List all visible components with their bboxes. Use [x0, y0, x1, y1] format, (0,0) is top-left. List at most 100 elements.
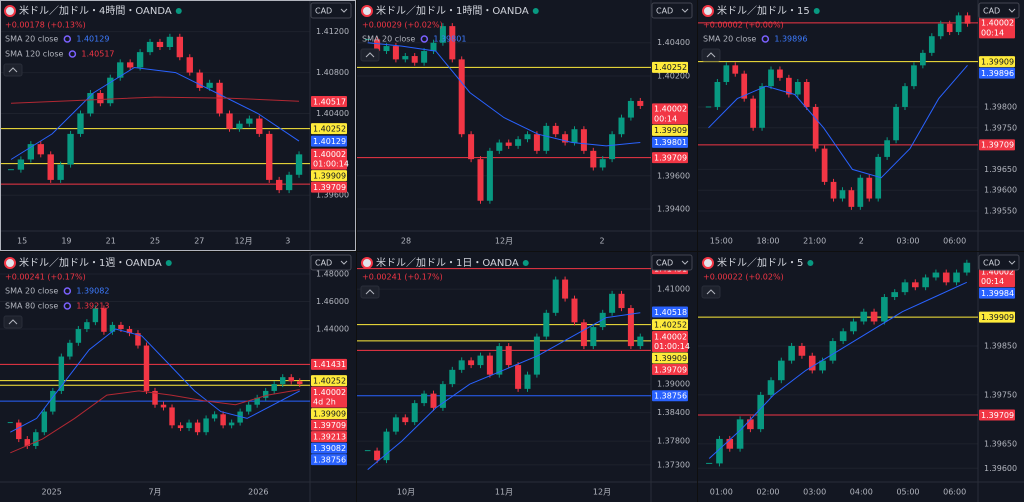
price-tag [979, 56, 1015, 68]
candle [97, 93, 104, 104]
symbol-title: 米ドル／加ドル・1週・OANDA [19, 256, 162, 269]
price-tag-label: 1.38756 [313, 455, 346, 464]
currency-selector[interactable]: CAD [651, 2, 693, 19]
time-label: 01:00 [710, 488, 733, 497]
currency-selector[interactable]: CAD [651, 254, 693, 271]
candle [848, 190, 855, 207]
button-box [360, 285, 380, 299]
candle [411, 403, 418, 423]
chevron-icon [706, 289, 716, 295]
indicator-name: SMA 20 close [362, 35, 415, 44]
indicator-settings-icon[interactable] [63, 287, 72, 295]
candle [430, 393, 437, 408]
price-tag [979, 139, 1015, 151]
candle [515, 365, 522, 389]
candle [288, 377, 294, 382]
indicator-settings-icon[interactable] [63, 35, 72, 43]
collapse-indicators-button[interactable] [360, 48, 380, 62]
candle [618, 117, 625, 135]
price-tick-label: 1.39600 [984, 464, 1017, 473]
candle [107, 77, 114, 104]
collapse-indicators-button[interactable] [701, 285, 721, 299]
price-tick-label: 1.39750 [984, 390, 1017, 399]
price-tick-label: 1.39600 [984, 186, 1017, 195]
candle [57, 164, 64, 180]
candle [812, 106, 819, 149]
collapse-indicators-button[interactable] [3, 315, 23, 329]
collapse-indicators-button[interactable] [701, 48, 721, 62]
price-tick-label: 1.41200 [316, 27, 349, 36]
candle [101, 308, 107, 332]
chevron-icon [365, 52, 375, 58]
price-tag [311, 408, 347, 420]
price-tick-label: 1.40400 [657, 38, 690, 47]
candle [275, 179, 283, 191]
candle [821, 148, 828, 182]
candle [295, 154, 303, 175]
currency-selector[interactable]: CAD [978, 254, 1020, 271]
candle [383, 46, 390, 52]
candle [716, 438, 723, 464]
candle [254, 397, 260, 405]
countdown-label: 00:14 [654, 114, 677, 123]
currency-selector[interactable]: CAD [978, 2, 1020, 19]
candle [67, 133, 74, 165]
candle [580, 322, 587, 347]
candle [911, 65, 917, 87]
candle [177, 425, 184, 429]
collapse-indicators-button[interactable] [3, 63, 23, 77]
currency-label: CAD [656, 259, 673, 268]
candle [552, 279, 559, 313]
price-tag [652, 136, 688, 148]
candle [245, 404, 252, 412]
candle [143, 345, 150, 391]
price-tag [652, 319, 688, 331]
candle [599, 159, 606, 168]
candle [411, 56, 418, 63]
indicator-settings-icon[interactable] [761, 35, 770, 43]
candle [279, 377, 286, 385]
candle [160, 404, 167, 408]
candle [860, 311, 868, 322]
candle [505, 346, 512, 366]
currency-selector[interactable]: CAD [310, 254, 352, 271]
candle [477, 159, 484, 201]
candle [794, 81, 801, 95]
price-change: +0.00002 (+0.00%) [703, 21, 784, 30]
candle [211, 414, 218, 419]
candle [953, 272, 960, 283]
candle [850, 321, 857, 332]
candle [496, 142, 503, 151]
price-tag-label: 1.39909 [654, 126, 687, 135]
chevron-icon [681, 8, 689, 13]
button-box [360, 48, 380, 62]
price-tag-label: 1.40002 [313, 150, 346, 159]
candle [176, 36, 184, 58]
candle [839, 331, 847, 342]
candle [136, 52, 144, 68]
candle [266, 133, 273, 180]
price-tag [311, 135, 347, 147]
currency-selector[interactable]: CAD [310, 2, 352, 19]
time-label: 04:00 [850, 488, 873, 497]
price-tag [311, 358, 347, 370]
selector-box [651, 2, 693, 19]
indicator-settings-icon[interactable] [63, 302, 72, 310]
price-tag [311, 442, 347, 454]
collapse-indicators-button[interactable] [360, 285, 380, 299]
candle [220, 414, 226, 426]
price-tag-label: 1.40252 [313, 124, 346, 133]
price-tick-label: 1.48000 [316, 270, 349, 279]
indicator-settings-icon[interactable] [420, 35, 429, 43]
time-label: 15 [17, 237, 27, 246]
indicator-value: 1.39213 [76, 302, 109, 311]
price-change: +0.00241 (+0.17%) [362, 273, 443, 282]
time-label: 2026 [248, 488, 268, 497]
chart-panel: 1.39800 1.39750 1.39650 1.39600 1.39550 15:00… [698, 0, 1024, 251]
time-label: 11月 [495, 488, 513, 497]
indicator-settings-icon[interactable] [68, 50, 77, 58]
candle [920, 52, 926, 66]
candle [627, 308, 634, 347]
candle [580, 129, 587, 151]
price-tick-label: 1.37300 [657, 460, 690, 469]
